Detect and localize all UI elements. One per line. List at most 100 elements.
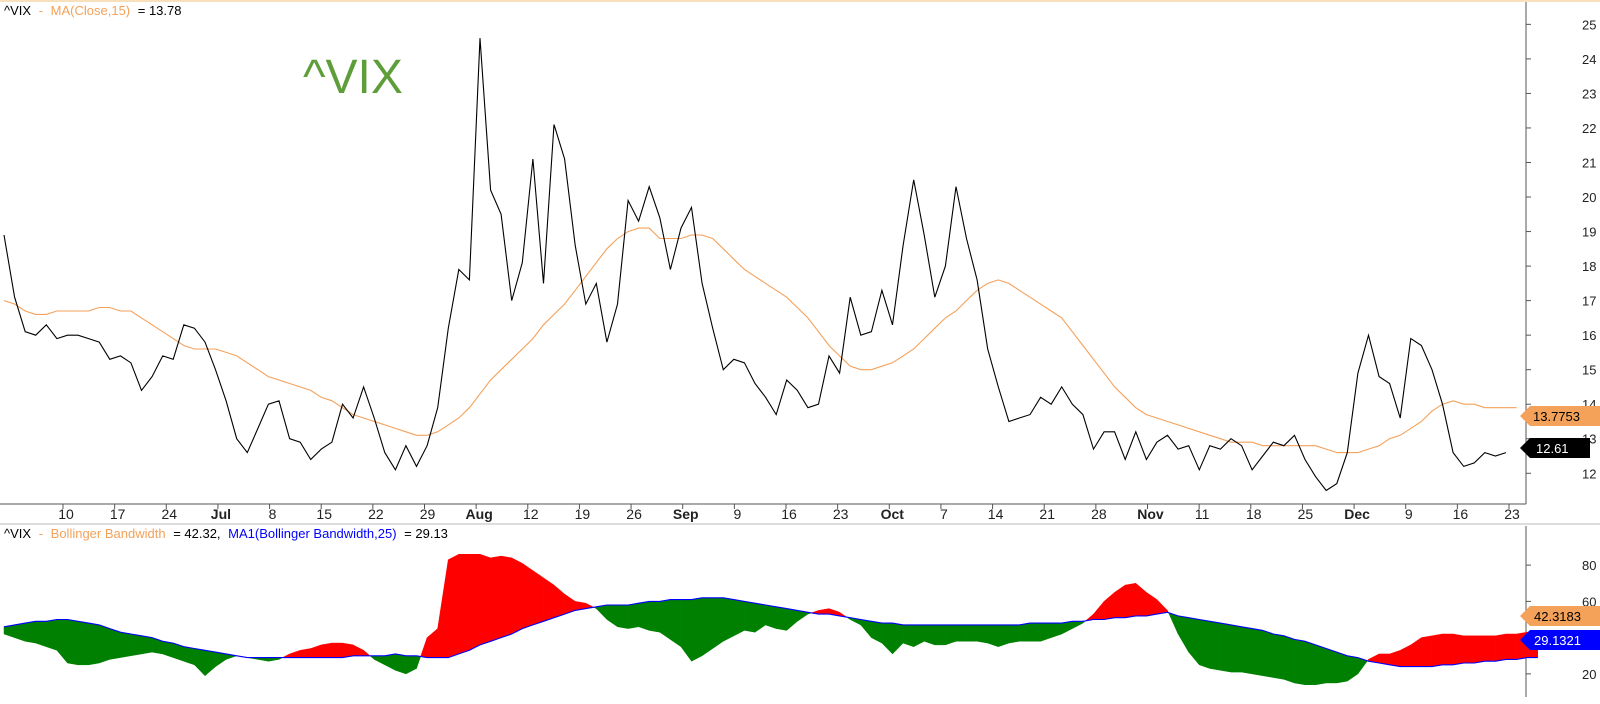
bandwidth-fill-segment	[691, 597, 703, 662]
y-tick-label: 17	[1582, 294, 1596, 309]
bandwidth-fill-segment	[194, 648, 206, 677]
close-badge-text: 12.61	[1536, 441, 1569, 456]
legend-sep-2: -	[39, 526, 43, 541]
bandwidth-fill-segment	[1347, 655, 1359, 682]
bandwidth-fill-segment	[1283, 635, 1295, 684]
x-tick-label: 14	[988, 506, 1004, 522]
bandwidth-fill-segment	[553, 584, 565, 619]
x-tick-label: 23	[1504, 506, 1520, 522]
bandwidth-fill-segment	[162, 640, 174, 658]
y-tick-label: 16	[1582, 328, 1596, 343]
bandwidth-fill-segment	[723, 597, 735, 642]
bandwidth-fill-segment	[532, 570, 544, 626]
legend-ma1-value: = 29.13	[404, 526, 448, 541]
bandwidth-fill-segment	[712, 597, 724, 649]
bandwidth-fill-segment	[966, 624, 978, 642]
bandwidth-fill-segment	[352, 644, 364, 656]
bandwidth-fill-segment	[744, 601, 756, 633]
bandwidth-fill-segment	[342, 642, 354, 658]
x-tick-label: 22	[368, 506, 384, 522]
bandwidth-fill-segment	[1135, 582, 1147, 617]
bandwidth-fill-segment	[1325, 648, 1338, 684]
bandwidth-fill-segment	[1262, 630, 1274, 678]
bandwidth-fill-segment	[1315, 644, 1327, 686]
bandwidth-fill-segment	[1474, 635, 1486, 664]
x-tick-label: Jul	[211, 506, 231, 522]
bandwidth-fill-segment	[1209, 621, 1221, 671]
bandwidth-fill-segment	[1072, 621, 1084, 629]
x-tick-label: 23	[833, 506, 849, 522]
bandwidth-fill-segment	[310, 644, 322, 658]
bandwidth-fill-segment	[1421, 635, 1433, 667]
y-tick-label: 12	[1582, 466, 1596, 481]
bandwidth-fill-segment	[1452, 633, 1464, 666]
bandwidth-fill-segment	[77, 621, 89, 666]
ma1-badge-text: 29.1321	[1534, 633, 1581, 648]
bandwidth-fill-segment	[1495, 633, 1507, 662]
bandwidth-fill-segment	[183, 646, 195, 666]
bandwidth-fill-segment	[437, 559, 449, 658]
y-tick-label: 21	[1582, 155, 1596, 170]
bandwidth-fill-segment	[606, 604, 618, 628]
bandwidth-fill-segment	[141, 635, 153, 655]
y-tick-label: 20	[1582, 190, 1596, 205]
x-tick-label: 9	[733, 506, 741, 522]
bandwidth-fill-segment	[511, 557, 523, 635]
bandwidth-fill-segment	[617, 604, 629, 629]
bandwidth-fill-segment	[923, 624, 936, 646]
bandwidth-fill-segment	[860, 619, 872, 639]
bandwidth-fill-segment	[543, 577, 555, 622]
bandwidth-fill-areas	[3, 553, 1538, 686]
x-tick-label: 8	[269, 506, 277, 522]
x-tick-label: 25	[1298, 506, 1314, 522]
bandwidth-fill-segment	[934, 624, 946, 646]
bandwidth-fill-segment	[204, 650, 216, 677]
legend-sep: -	[39, 3, 43, 18]
bandwidth-fill-segment	[1399, 644, 1412, 667]
bandwidth-fill-segment	[1156, 598, 1168, 615]
bandwidth-fill-segment	[976, 624, 988, 644]
bandwidth-fill-segment	[1294, 639, 1306, 686]
bandwidth-fill-segment	[490, 555, 502, 642]
bandwidth-fill-segment	[373, 655, 386, 666]
bandwidth-fill-segment	[1124, 582, 1137, 618]
bandwidth-fill-segment	[945, 624, 957, 646]
x-tick-label: 15	[316, 506, 332, 522]
indicator-y-tick-label: 60	[1582, 594, 1596, 609]
bandwidth-fill-segment	[765, 604, 777, 629]
y-tick-label: 24	[1582, 52, 1596, 67]
x-tick-label: Dec	[1344, 506, 1370, 522]
indicator-y-tick-label: 20	[1582, 667, 1596, 682]
bandwidth-fill-segment	[1505, 633, 1517, 660]
bandwidth-fill-segment	[24, 621, 36, 644]
bandwidth-fill-segment	[627, 602, 639, 629]
bandwidth-fill-segment	[775, 606, 787, 631]
y-tick-label: 22	[1582, 121, 1596, 136]
x-tick-label: 7	[940, 506, 948, 522]
bandwidth-fill-segment	[1199, 619, 1211, 669]
close-line	[3, 38, 1507, 492]
bandwidth-fill-segment	[363, 649, 371, 656]
bandwidth-fill-segment	[1410, 637, 1422, 667]
bandwidth-fill-segment	[987, 624, 999, 648]
bandwidth-fill-segment	[1389, 649, 1401, 667]
bandwidth-fill-segment	[282, 653, 290, 658]
x-tick-label: 24	[161, 506, 177, 522]
bandwidth-fill-segment	[35, 621, 47, 648]
bandwidth-fill-segment	[420, 637, 428, 658]
bandwidth-fill-segment	[701, 597, 713, 657]
bandwidth-fill-segment	[1093, 600, 1105, 620]
bandwidth-fill-segment	[1241, 626, 1253, 675]
ma1-line	[3, 597, 1538, 668]
bandwidth-fill-segment	[902, 624, 914, 648]
x-tick-label: 16	[1453, 506, 1469, 522]
bandwidth-fill-segment	[289, 649, 301, 658]
x-tick-label: 17	[110, 506, 126, 522]
x-tick-label: 28	[1091, 506, 1107, 522]
x-tick-label: 12	[523, 506, 539, 522]
bandwidth-fill-segment	[448, 553, 460, 658]
x-tick-label: 9	[1405, 506, 1413, 522]
bandwidth-fill-segment	[215, 651, 227, 668]
